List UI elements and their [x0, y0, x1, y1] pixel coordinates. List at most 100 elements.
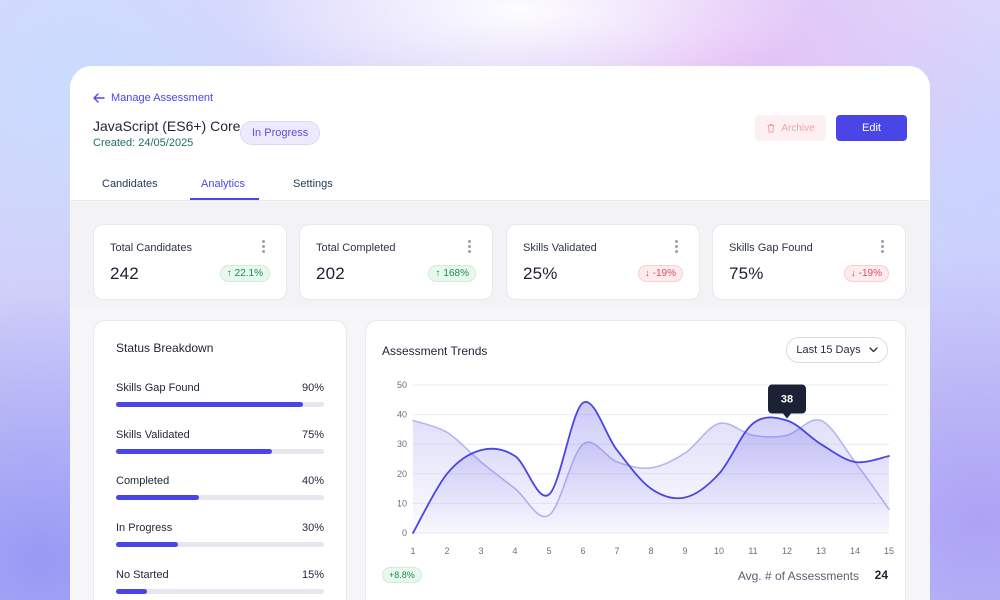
- x-tick-label: 8: [648, 546, 653, 556]
- avg-assessments-value: 24: [874, 568, 888, 582]
- x-tick-label: 15: [884, 546, 894, 556]
- x-tick-label: 4: [512, 546, 517, 556]
- series-primary-line: [412, 401, 890, 534]
- assessment-trends-title: Assessment Trends: [382, 344, 488, 358]
- change-badge: ↑ 168%: [428, 265, 476, 282]
- arrow-down-icon: ↓: [850, 268, 856, 279]
- arrow-down-icon: ↓: [644, 268, 650, 279]
- avg-assessments-label: Avg. # of Assessments: [737, 569, 859, 583]
- breakdown-row: Skills Gap Found 90%: [116, 382, 324, 407]
- stat-card-skills-gap: Skills Gap Found 75% ↓ -19%: [712, 224, 906, 300]
- back-link-label: Manage Assessment: [111, 92, 214, 104]
- change-badge: ↓ -19%: [637, 265, 683, 282]
- breakdown-label: Completed: [116, 475, 170, 487]
- x-tick-label: 1: [410, 546, 415, 556]
- y-tick-label: 0: [402, 528, 407, 538]
- more-vertical-icon[interactable]: [675, 240, 679, 255]
- more-vertical-icon[interactable]: [881, 240, 885, 255]
- progress-fill: [116, 402, 304, 407]
- stat-card-total-completed: Total Completed 202 ↑ 168%: [299, 224, 493, 300]
- stat-card-total-candidates: Total Candidates 242 ↑ 22.1%: [93, 224, 287, 300]
- tooltip-label: 38: [781, 394, 793, 406]
- stat-label: Total Candidates: [110, 242, 192, 254]
- progress-track: [116, 449, 324, 454]
- active-tab-indicator: [190, 198, 259, 200]
- change-value: -19%: [858, 268, 882, 279]
- more-vertical-icon[interactable]: [468, 240, 472, 255]
- change-value: -19%: [652, 268, 676, 279]
- y-tick-label: 50: [397, 380, 407, 390]
- breakdown-pct: 75%: [301, 429, 324, 441]
- back-link[interactable]: Manage Assessment: [93, 92, 213, 104]
- stat-value: 242: [110, 264, 139, 283]
- tab-settings[interactable]: Settings: [293, 178, 333, 190]
- y-tick-label: 20: [397, 469, 407, 479]
- x-tick-label: 13: [816, 546, 826, 556]
- stat-label: Skills Validated: [523, 242, 597, 254]
- archive-button[interactable]: Archive: [755, 115, 826, 141]
- assessment-title: JavaScript (ES6+) Core: [93, 118, 241, 134]
- stat-label: Total Completed: [316, 242, 396, 254]
- x-tick-label: 11: [748, 546, 757, 556]
- progress-track: [116, 542, 324, 547]
- breakdown-pct: 90%: [301, 382, 324, 394]
- progress-track: [116, 495, 324, 500]
- edit-button[interactable]: Edit: [836, 115, 907, 141]
- progress-fill: [116, 589, 148, 594]
- status-breakdown-title: Status Breakdown: [116, 341, 214, 355]
- x-tick-label: 10: [714, 546, 724, 556]
- breakdown-label: Skills Validated: [116, 429, 190, 441]
- arrow-up-icon: ↑: [435, 268, 441, 279]
- x-tick-label: 2: [444, 546, 449, 556]
- breakdown-row: No Started 15%: [116, 569, 324, 594]
- created-date: Created: 24/05/2025: [93, 137, 194, 149]
- archive-label: Archive: [781, 122, 815, 134]
- breakdown-label: Skills Gap Found: [116, 382, 200, 394]
- x-tick-label: 7: [614, 546, 619, 556]
- x-tick-label: 6: [580, 546, 585, 556]
- arrow-left-icon: [93, 93, 105, 103]
- stat-card-skills-validated: Skills Validated 25% ↓ -19%: [506, 224, 700, 300]
- change-badge: ↑ 22.1%: [219, 265, 270, 282]
- date-range-select[interactable]: Last 15 Days: [786, 337, 888, 363]
- progress-track: [116, 589, 324, 594]
- status-breakdown-panel: Status Breakdown Skills Gap Found 90% Sk…: [93, 320, 347, 600]
- breakdown-label: In Progress: [116, 522, 173, 534]
- x-tick-label: 12: [782, 546, 792, 556]
- arrow-up-icon: ↑: [226, 268, 232, 279]
- assessment-trends-panel: Assessment Trends Last 15 Days 0 10 20 30 40…: [365, 320, 906, 600]
- x-tick-label: 5: [546, 546, 551, 556]
- breakdown-pct: 30%: [301, 522, 324, 534]
- x-tick-label: 3: [478, 546, 483, 556]
- y-tick-label: 10: [397, 498, 407, 508]
- stat-value: 202: [316, 264, 345, 283]
- breakdown-label: No Started: [116, 569, 169, 581]
- change-value: 168%: [443, 268, 469, 279]
- trend-change-badge: +8.8%: [382, 567, 422, 583]
- assessment-card: Manage Assessment JavaScript (ES6+) Core…: [70, 66, 930, 600]
- breakdown-row: Completed 40%: [116, 475, 324, 500]
- tab-candidates[interactable]: Candidates: [102, 178, 158, 190]
- y-tick-label: 40: [397, 410, 407, 420]
- x-tick-label: 14: [850, 546, 860, 556]
- breakdown-row: In Progress 30%: [116, 522, 324, 547]
- progress-fill: [116, 449, 272, 454]
- x-tick-label: 9: [682, 546, 687, 556]
- more-vertical-icon[interactable]: [262, 240, 266, 255]
- series-primary-area: [413, 401, 889, 533]
- assessment-header: Manage Assessment JavaScript (ES6+) Core…: [70, 66, 930, 201]
- trash-icon: [767, 124, 775, 133]
- breakdown-pct: 40%: [301, 475, 324, 487]
- y-tick-label: 30: [397, 439, 407, 449]
- breakdown-row: Skills Validated 75%: [116, 429, 324, 454]
- progress-fill: [116, 542, 179, 547]
- stat-value: 75%: [729, 264, 764, 283]
- date-range-value: Last 15 Days: [796, 344, 861, 356]
- tab-analytics[interactable]: Analytics: [201, 178, 246, 190]
- chevron-down-icon: [868, 347, 878, 353]
- progress-fill: [116, 495, 200, 500]
- stat-value: 25%: [523, 264, 558, 283]
- tooltip-bubble: [768, 384, 806, 419]
- breakdown-pct: 15%: [301, 569, 324, 581]
